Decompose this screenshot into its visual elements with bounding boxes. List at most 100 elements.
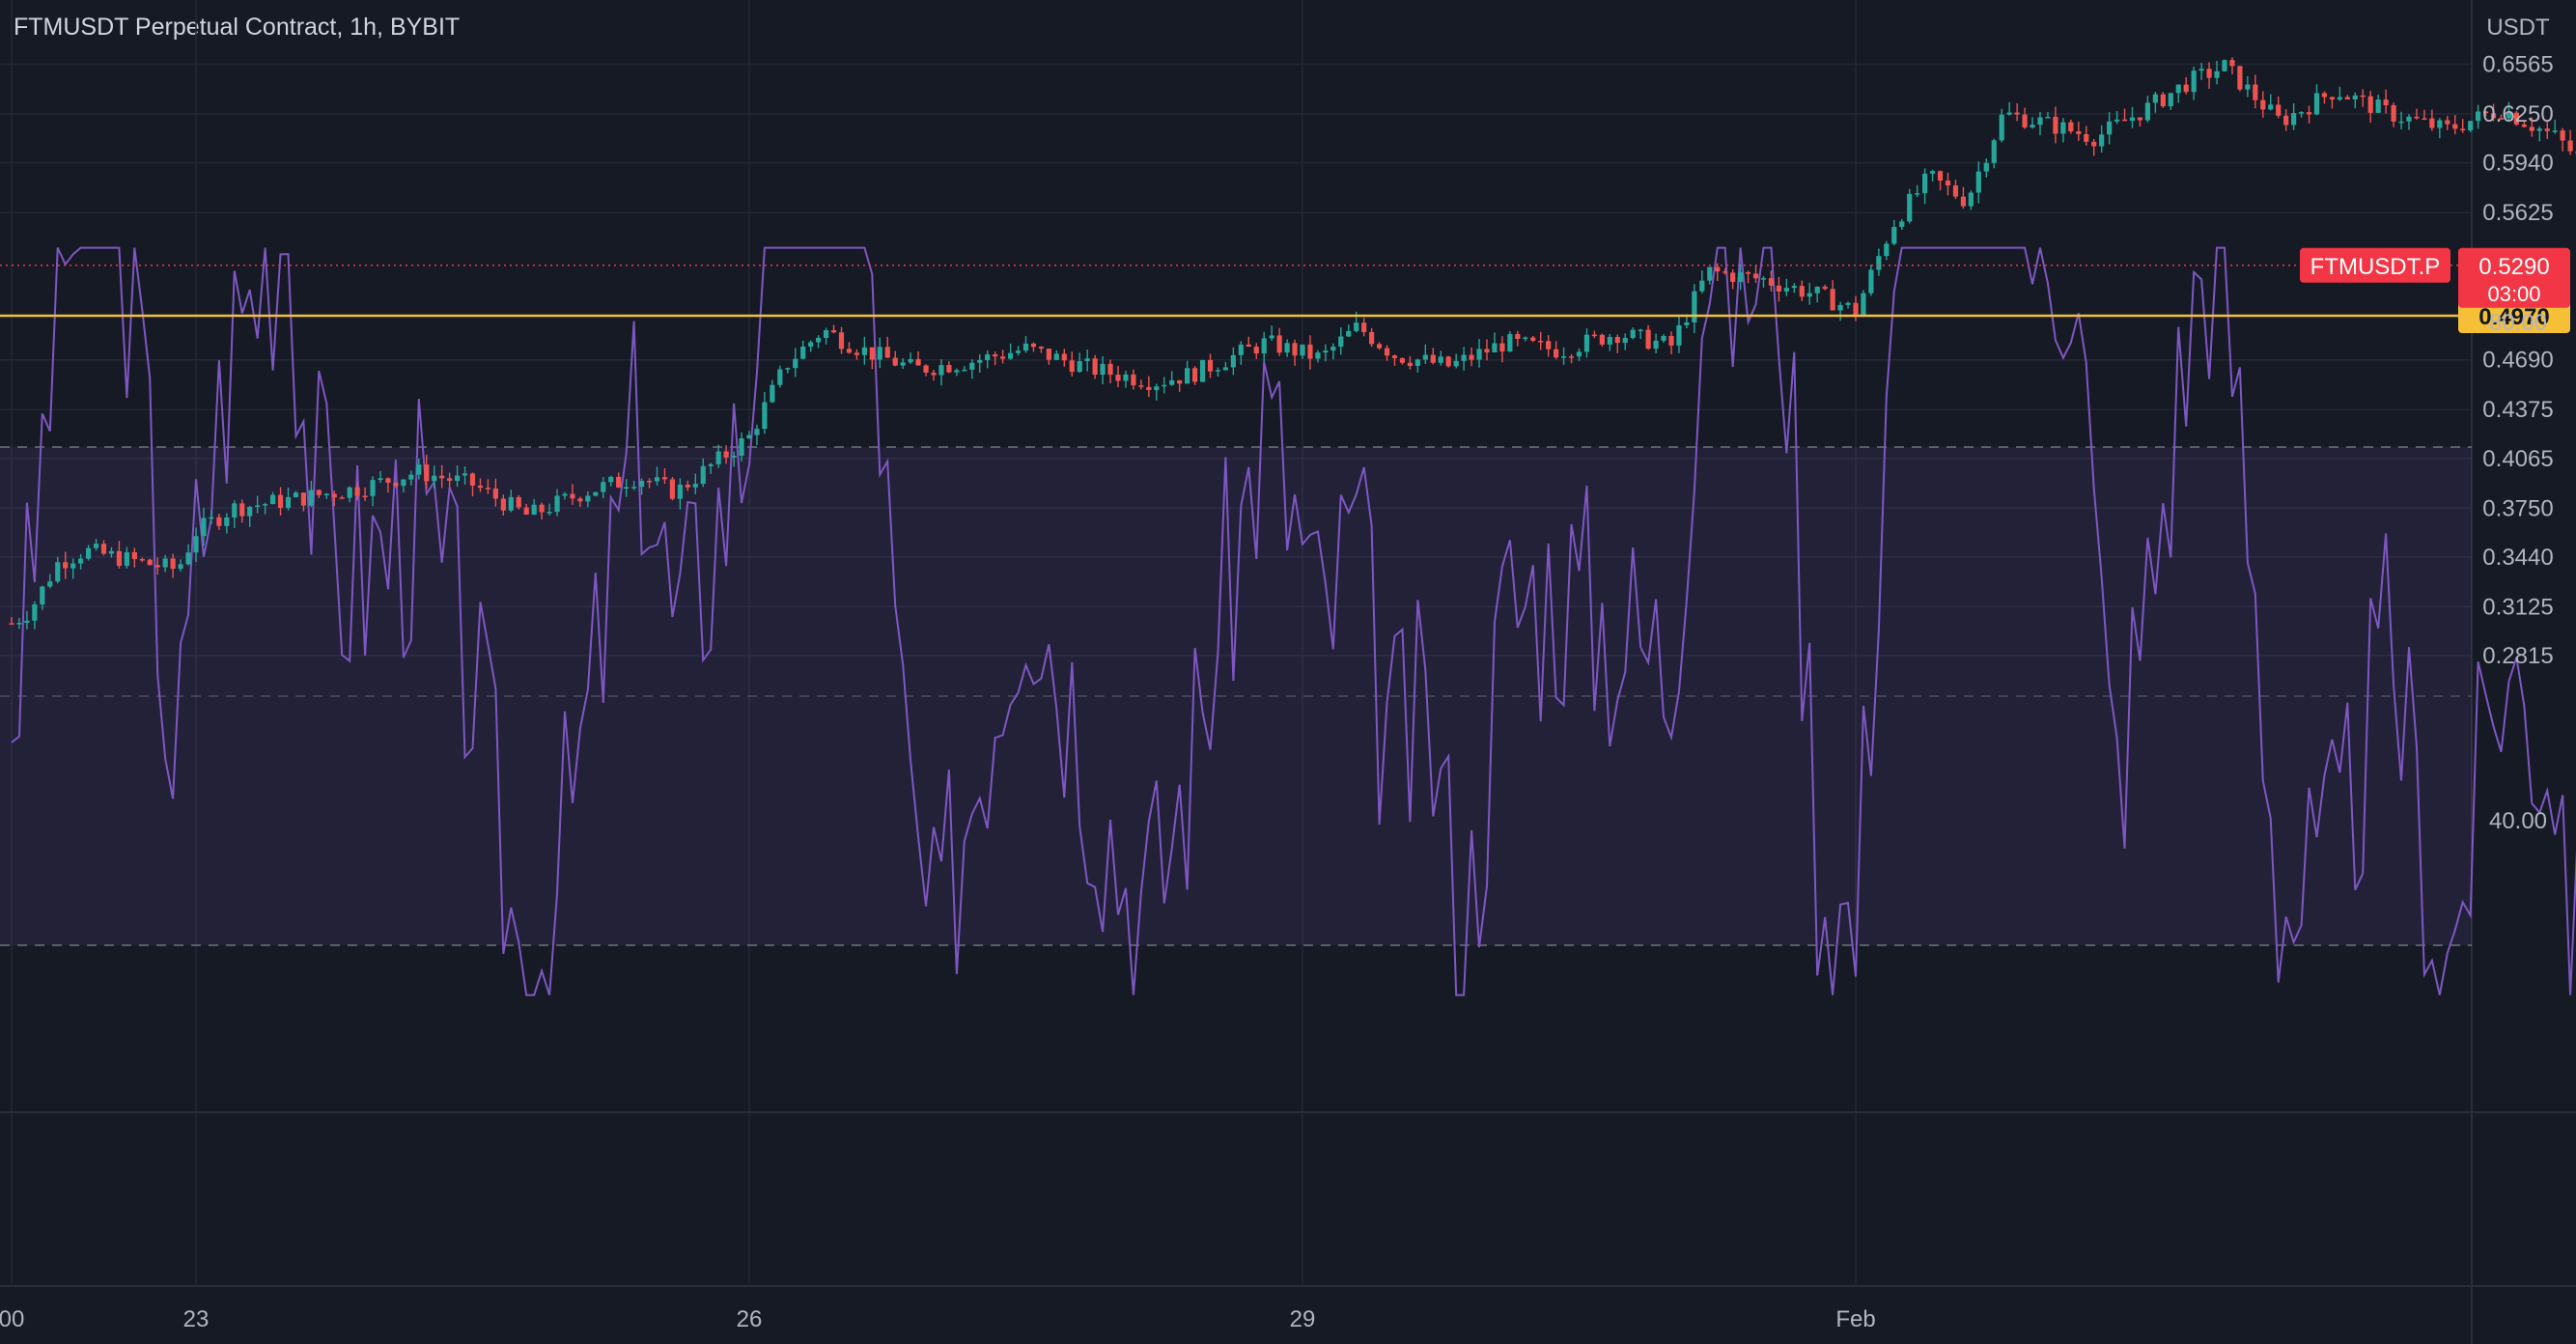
candle-body	[1768, 278, 1775, 286]
candle-body	[1554, 349, 1559, 358]
candle	[1445, 355, 1451, 368]
candle-body	[2175, 84, 2181, 94]
candle	[715, 444, 721, 468]
candle-body	[1146, 386, 1152, 391]
candle-body	[1845, 302, 1851, 305]
candle-body	[1215, 370, 1221, 372]
candle-body	[2006, 112, 2012, 115]
candle	[1191, 366, 1198, 385]
candle	[308, 480, 314, 508]
candle-body	[1538, 340, 1544, 343]
candle-body	[55, 562, 61, 582]
candle-body	[1707, 266, 1713, 281]
candle	[946, 361, 952, 374]
candle	[1715, 263, 1721, 281]
candle-body	[2283, 115, 2289, 126]
candle	[300, 492, 307, 512]
candle-body	[2183, 84, 2189, 93]
candle	[2191, 67, 2197, 100]
candle	[646, 478, 653, 489]
candle	[1361, 318, 1367, 337]
candle	[2406, 114, 2412, 130]
candle	[1107, 359, 1113, 384]
candle-body	[416, 464, 422, 475]
candle	[739, 432, 744, 462]
candle-body	[2460, 128, 2466, 131]
candle-body	[1222, 367, 1229, 371]
candle	[1837, 301, 1843, 322]
candle-body	[2014, 112, 2020, 115]
candle-body	[1546, 341, 1552, 350]
candle-body	[2076, 131, 2082, 134]
candle-body	[2468, 121, 2474, 131]
candle-body	[1760, 278, 1767, 280]
candle	[2367, 91, 2373, 124]
candle-body	[232, 503, 238, 518]
candle	[170, 553, 176, 578]
candle-body	[93, 544, 99, 548]
candle-body	[1191, 368, 1198, 382]
candle-body	[201, 518, 207, 537]
candle	[1768, 270, 1775, 292]
candle-body	[2414, 116, 2420, 119]
candle-body	[2476, 111, 2481, 122]
candle-body	[2107, 121, 2113, 135]
candle-body	[1915, 193, 1920, 195]
candle-body	[685, 484, 690, 488]
candle	[1185, 360, 1190, 384]
candle-body	[1960, 196, 1967, 207]
candle	[1891, 219, 1897, 246]
candle-body	[1461, 354, 1467, 361]
candle	[723, 445, 729, 464]
candle-body	[1376, 344, 1383, 349]
candle-body	[370, 480, 376, 496]
candle	[624, 479, 630, 497]
candle-body	[462, 473, 468, 476]
candle	[816, 335, 822, 349]
candle	[2091, 138, 2097, 156]
candle-body	[300, 492, 307, 506]
candle	[1215, 367, 1221, 378]
candle	[777, 365, 783, 388]
candle-body	[1323, 350, 1329, 353]
candle	[915, 350, 921, 366]
candle-body	[2429, 118, 2435, 128]
candle	[1000, 350, 1006, 364]
candle-body	[1084, 358, 1090, 362]
candle-body	[808, 342, 814, 347]
candle-body	[1861, 293, 1866, 316]
candle-body	[2482, 111, 2489, 114]
candle	[762, 391, 768, 434]
candle-body	[2506, 112, 2512, 119]
candle-body	[908, 358, 913, 363]
candle-body	[977, 359, 983, 363]
candle	[339, 495, 345, 499]
candle	[2198, 63, 2204, 80]
candle	[2037, 111, 2043, 136]
candle	[131, 547, 137, 568]
candle	[1591, 330, 1598, 339]
candle	[1568, 353, 1575, 364]
candle	[1560, 347, 1567, 365]
candle-body	[347, 487, 352, 498]
candle	[316, 489, 322, 498]
candle	[2022, 107, 2028, 129]
candle	[770, 379, 775, 404]
candle	[2152, 92, 2158, 113]
candle	[1975, 161, 1981, 204]
candle-body	[892, 357, 898, 366]
candle-body	[401, 479, 406, 487]
candle-body	[2091, 141, 2097, 147]
candle	[601, 477, 606, 498]
candle	[2076, 121, 2082, 141]
candle	[1576, 348, 1582, 362]
candle	[1945, 172, 1951, 196]
candle	[823, 327, 829, 345]
candle	[2137, 117, 2143, 127]
candle-body	[2099, 134, 2105, 147]
candle	[2437, 118, 2443, 139]
candle-body	[2498, 118, 2505, 120]
candle-body	[263, 504, 268, 506]
